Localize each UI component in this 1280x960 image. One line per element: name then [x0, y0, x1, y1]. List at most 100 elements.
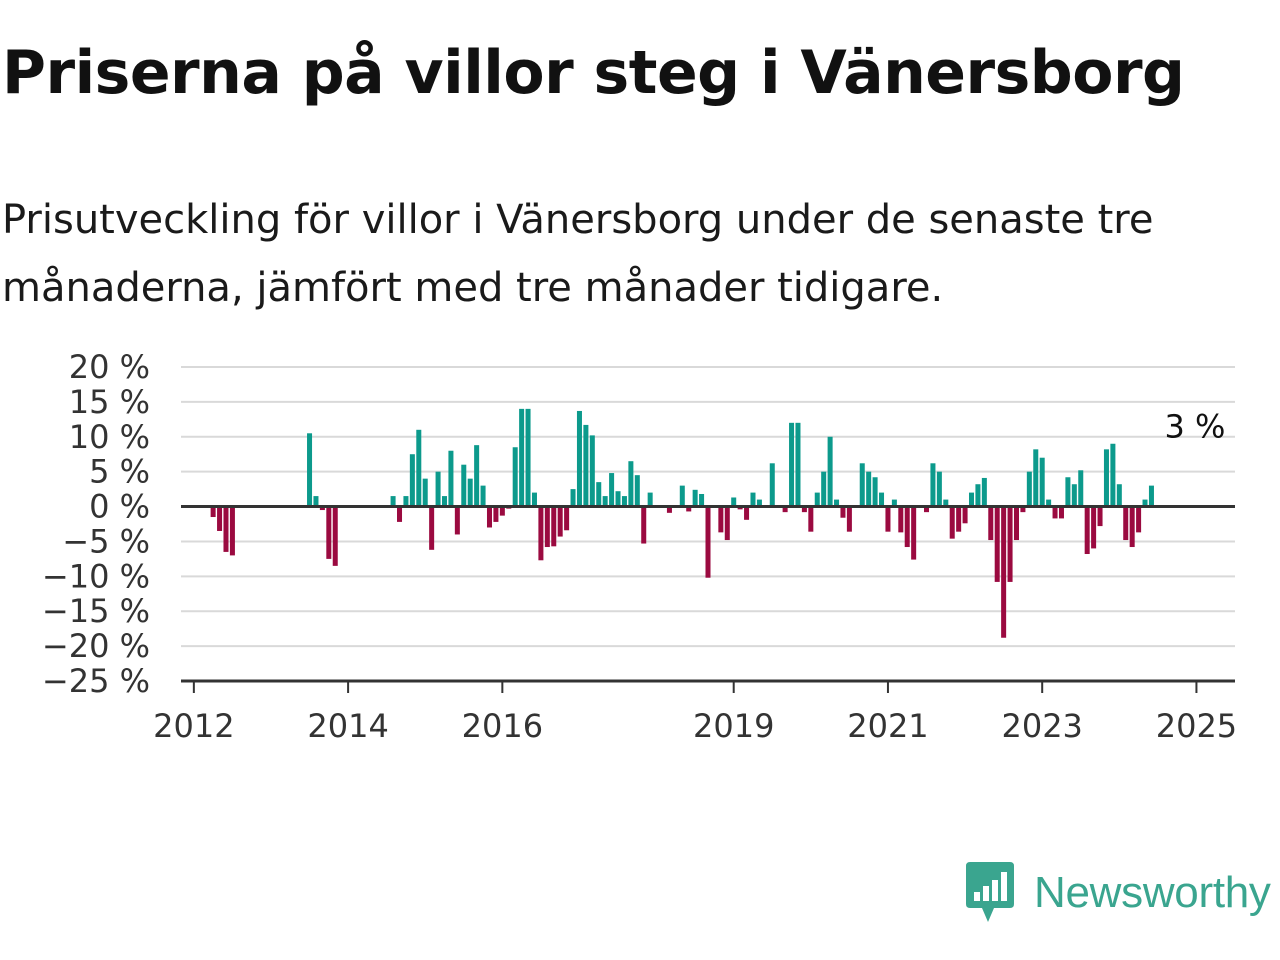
- bar-positive: [1078, 470, 1084, 507]
- bar-positive: [975, 484, 981, 507]
- bar-negative: [429, 506, 435, 550]
- bar-negative: [1136, 506, 1142, 533]
- bar-positive: [461, 464, 467, 507]
- y-tick-label: −15 %: [42, 592, 150, 630]
- bar-negative: [223, 506, 229, 552]
- bar-negative: [210, 506, 216, 518]
- axes: [181, 505, 1235, 693]
- x-tick-label: 2014: [307, 707, 388, 745]
- bar-positive: [307, 433, 313, 507]
- bar-negative: [1091, 506, 1097, 549]
- bar-positive: [1148, 485, 1154, 507]
- bar-positive: [756, 499, 762, 507]
- y-tick-label: 10 %: [69, 418, 150, 456]
- y-tick-label: 0 %: [89, 488, 150, 526]
- bar-positive: [821, 471, 827, 507]
- bar-negative: [782, 506, 788, 513]
- bar-positive: [1142, 499, 1148, 507]
- bar-positive: [814, 492, 820, 507]
- bar-negative: [898, 506, 904, 533]
- bar-negative: [666, 506, 672, 513]
- bar-negative: [808, 506, 814, 532]
- bar-negative: [686, 506, 692, 512]
- bar-positive: [879, 492, 885, 507]
- y-axis-tick-labels: 20 %15 %10 %5 %0 %−5 %−10 %−15 %−20 %−25…: [42, 348, 150, 700]
- bar-positive: [968, 492, 975, 507]
- bar-negative: [454, 506, 460, 535]
- bar-negative: [724, 506, 730, 541]
- bar-positive: [1033, 449, 1039, 507]
- bar-positive: [416, 429, 422, 507]
- bar-positive: [441, 496, 448, 507]
- bar-positive: [1026, 471, 1032, 507]
- bar-positive: [474, 445, 480, 507]
- bar-positive: [313, 496, 319, 507]
- bar-positive: [731, 497, 737, 507]
- bar-negative: [397, 506, 403, 522]
- bar-positive: [866, 471, 872, 507]
- bar-positive: [1065, 477, 1071, 507]
- bar-positive: [699, 493, 705, 507]
- bar-negative: [1084, 506, 1090, 555]
- bar-series: [210, 408, 1154, 638]
- bar-positive: [615, 491, 621, 507]
- bar-negative: [499, 506, 505, 516]
- bar-negative: [493, 506, 499, 522]
- bar-negative: [217, 506, 223, 531]
- bar-negative: [1013, 506, 1019, 541]
- bar-positive: [936, 471, 942, 507]
- brand-name: Newsworthy: [1034, 868, 1271, 917]
- bar-positive: [519, 408, 525, 507]
- bar-negative: [551, 506, 557, 547]
- x-tick-label: 2019: [693, 707, 774, 745]
- y-tick-label: −10 %: [42, 557, 150, 595]
- bar-positive: [1071, 484, 1077, 507]
- bar-positive: [692, 489, 698, 507]
- chart-title: Priserna på villor steg i Vänersborg: [2, 38, 1185, 108]
- bar-negative: [1020, 506, 1026, 513]
- y-tick-label: 20 %: [69, 348, 150, 386]
- bar-negative: [1097, 506, 1103, 527]
- bar-negative: [1007, 506, 1013, 582]
- bar-positive: [750, 492, 756, 507]
- bar-negative: [904, 506, 910, 548]
- x-tick-label: 2021: [847, 707, 928, 745]
- bar-positive: [1039, 457, 1045, 507]
- bar-negative: [801, 506, 807, 513]
- bar-positive: [1103, 449, 1109, 507]
- bar-negative: [988, 506, 994, 541]
- bar-positive: [634, 475, 640, 507]
- bar-positive: [834, 499, 840, 507]
- bar-negative: [994, 506, 1000, 582]
- newsworthy-logo-icon: [966, 862, 1014, 922]
- bar-positive: [596, 482, 602, 507]
- bar-positive: [769, 463, 775, 507]
- bar-negative: [949, 506, 955, 539]
- bar-negative: [744, 506, 750, 520]
- bar-positive: [525, 408, 531, 507]
- latest-value-label: 3 %: [1164, 407, 1225, 445]
- bar-positive: [827, 436, 833, 507]
- bar-negative: [1001, 506, 1007, 638]
- bar-negative: [840, 506, 846, 518]
- bar-positive: [795, 422, 801, 507]
- bar-positive: [409, 454, 415, 507]
- bar-negative: [319, 506, 325, 511]
- bar-positive: [679, 485, 685, 507]
- bar-positive: [435, 471, 441, 507]
- y-tick-label: −20 %: [42, 627, 150, 665]
- bar-positive: [609, 473, 615, 507]
- bar-negative: [1052, 506, 1058, 519]
- bar-positive: [647, 492, 653, 507]
- chart-subtitle: Prisutveckling för villor i Vänersborg u…: [2, 197, 1154, 311]
- bar-negative: [718, 506, 724, 533]
- bar-positive: [872, 477, 878, 507]
- bar-positive: [1116, 484, 1122, 507]
- bar-positive: [1110, 443, 1116, 507]
- bar-negative: [846, 506, 852, 532]
- bar-positive: [930, 463, 936, 507]
- bar-positive: [859, 463, 865, 507]
- bar-negative: [229, 506, 235, 556]
- bar-negative: [641, 506, 647, 544]
- bar-negative: [557, 506, 563, 537]
